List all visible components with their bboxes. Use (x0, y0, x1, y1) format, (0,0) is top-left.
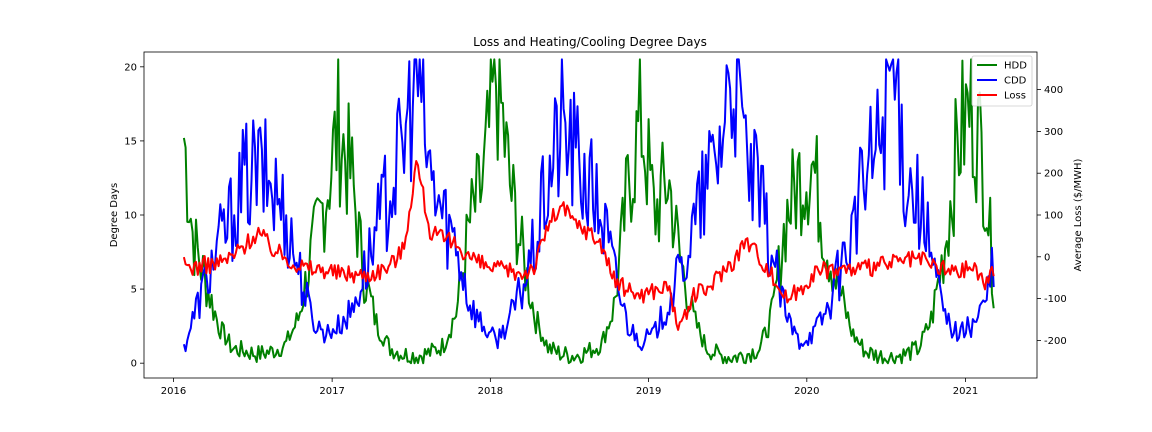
y2-tick-label: 300 (1044, 127, 1063, 138)
y2-tick-label: 200 (1044, 169, 1063, 180)
y2-tick-label: 400 (1044, 85, 1063, 96)
x-tick-label: 2019 (636, 386, 661, 397)
series-line-loss (182, 160, 995, 331)
legend-label-hdd: HDD (1004, 61, 1027, 72)
y-axis-left-ticks: 0 5 10 15 20 (124, 62, 144, 370)
legend-label-cdd: CDD (1004, 76, 1027, 87)
x-tick-label: 2016 (161, 386, 186, 397)
x-tick-label: 2018 (478, 386, 503, 397)
series-line-hdd (182, 58, 995, 365)
y-tick-label: 5 (131, 285, 137, 296)
y-tick-label: 0 (131, 359, 137, 370)
y-tick-label: 15 (124, 136, 137, 147)
y2-tick-label: -100 (1044, 294, 1067, 305)
y-axis-right-ticks: -200 -100 0 100 200 300 400 (1037, 85, 1067, 347)
series-line-cdd (182, 58, 995, 353)
y2-tick-label: 0 (1044, 252, 1050, 263)
legend: HDD CDD Loss (971, 55, 1033, 107)
y-axis-left-label: Degree Days (109, 183, 120, 248)
legend-label-loss: Loss (1004, 91, 1026, 102)
x-axis-ticks: 2016 2017 2018 2019 2020 2021 (161, 378, 978, 397)
y2-tick-label: -200 (1044, 336, 1067, 347)
y-axis-right-label: Average Loss ($/MWH) (1073, 158, 1084, 271)
plot-lines (182, 58, 995, 365)
y-tick-label: 20 (124, 62, 137, 73)
x-tick-label: 2017 (319, 386, 344, 397)
chart-title: Loss and Heating/Cooling Degree Days (473, 35, 707, 49)
y-tick-label: 10 (124, 211, 137, 222)
y2-tick-label: 100 (1044, 211, 1063, 222)
legend-box (971, 55, 1033, 107)
x-tick-label: 2020 (794, 386, 819, 397)
x-tick-label: 2021 (953, 386, 978, 397)
